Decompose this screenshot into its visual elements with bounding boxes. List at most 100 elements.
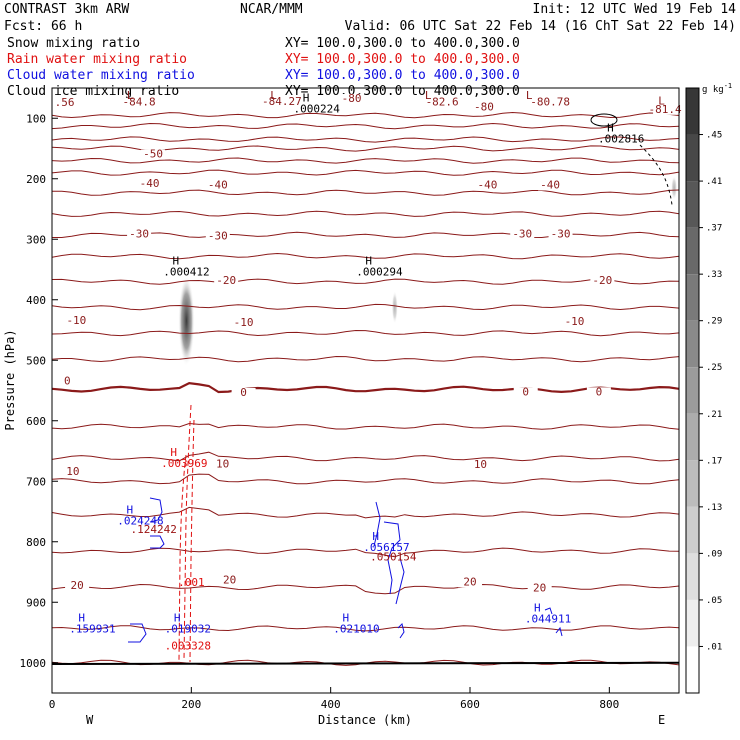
colorbar-level: .21 — [706, 410, 722, 420]
contour-label: -40 — [477, 178, 497, 191]
extremum-value: .024248 — [117, 514, 163, 527]
label-mask — [562, 317, 587, 328]
extremum-letter: H — [303, 91, 310, 104]
colorbar-level: .45 — [706, 131, 722, 141]
extremum-value: .159931 — [69, 623, 115, 636]
low-marker: L — [270, 89, 277, 102]
contour-label: 20 — [223, 573, 236, 586]
x-end-west: W — [86, 713, 94, 727]
colorbar-level: .17 — [706, 456, 722, 466]
temperature-contour — [52, 451, 679, 462]
label-mask — [214, 276, 239, 287]
field-xy: XY= 100.0,300.0 to 400.0,300.0 — [285, 84, 520, 99]
extremum-value: .003969 — [161, 457, 207, 470]
field-xy: XY= 100.0,300.0 to 400.0,300.0 — [285, 68, 520, 83]
surface-line — [52, 661, 679, 665]
y-tick-label: 400 — [26, 294, 46, 307]
contour-label: -40 — [208, 178, 228, 191]
colorbar-swatch — [686, 460, 699, 507]
extrema-markers: H.000224H.002816H.000412H.000294H.003969… — [69, 91, 644, 652]
contour-label: 0 — [522, 385, 529, 398]
colorbar-swatch — [686, 413, 699, 461]
model-title: CONTRAST 3km ARW — [4, 2, 129, 17]
extremum-letter: H — [372, 530, 379, 543]
x-tick-label: 800 — [599, 698, 619, 711]
contour-label: -20 — [216, 274, 236, 287]
extremum-value: .044911 — [525, 612, 571, 625]
extremum-value: .002816 — [598, 133, 644, 146]
colorbar-swatch — [686, 646, 699, 693]
temperature-contour — [52, 278, 679, 285]
label-mask — [141, 149, 166, 160]
contour-label: -30 — [129, 227, 149, 240]
colorbar-level: .33 — [706, 270, 722, 280]
x-tick-label: 400 — [321, 698, 341, 711]
extremum-value: .003328 — [165, 640, 211, 653]
extremum-value: .019032 — [165, 623, 211, 636]
temperature-contours — [52, 111, 679, 666]
x-axis: 0 200 400 600 800 — [49, 687, 619, 711]
colorbar-swatch — [686, 320, 699, 368]
label-mask — [586, 387, 611, 398]
label-mask — [269, 96, 294, 107]
temperature-contour — [52, 136, 679, 143]
label-mask — [471, 102, 496, 113]
colorbar-swatch — [686, 134, 699, 182]
extremum-letter: H — [534, 601, 541, 614]
field-name: Cloud water mixing ratio — [7, 68, 195, 83]
temperature-contour — [52, 355, 679, 363]
snow-shade — [178, 275, 195, 367]
label-mask — [510, 229, 535, 240]
y-tick-label: 800 — [26, 536, 46, 549]
extremum-letter: H — [607, 122, 614, 135]
temperature-contour — [52, 547, 679, 558]
field-list: Snow mixing ratio XY= 100.0,300.0 to 400.… — [7, 36, 520, 99]
x-tick-label: 0 — [49, 698, 56, 711]
colorbar-level: .25 — [706, 363, 722, 373]
contour-label: -10 — [66, 314, 86, 327]
colorbar-swatch — [686, 553, 699, 600]
contour-label: 20 — [533, 581, 546, 594]
temperature-contour — [52, 189, 679, 196]
extremum-value: .000294 — [356, 266, 403, 279]
x-tick-label: 200 — [181, 698, 201, 711]
org-label: NCAR/MMM — [240, 2, 303, 17]
contour-label: -30 — [512, 227, 532, 240]
label-mask — [231, 387, 256, 398]
x-tick-label: 600 — [460, 698, 480, 711]
rain-water-contours — [178, 404, 195, 663]
temperature-contour — [52, 122, 679, 130]
temperature-contour — [52, 583, 679, 595]
label-mask — [127, 229, 152, 240]
y-axis-label: Pressure (hPa) — [3, 329, 17, 430]
label-mask — [205, 231, 230, 242]
label-mask — [653, 104, 678, 115]
colorbar-level: .13 — [706, 503, 722, 513]
extremum-letter: H — [126, 503, 133, 516]
contour-label: -30 — [551, 227, 571, 240]
temperature-contour — [52, 111, 679, 119]
colorbar-level: .37 — [706, 224, 722, 234]
colorbar-swatch — [686, 181, 699, 228]
snow-shading — [178, 175, 678, 367]
temperature-contour — [52, 303, 679, 311]
label-mask — [65, 580, 90, 591]
label-mask — [339, 93, 364, 104]
contour-label: 0 — [596, 385, 603, 398]
cloud-water-contours — [128, 497, 563, 643]
colorbar-unit: g kg-1 — [702, 82, 732, 95]
contour-label: -84.27 — [262, 95, 302, 108]
extremum-letter: H — [170, 446, 177, 459]
y-axis: 100 200 300 400 500 600 700 800 900 1000 — [20, 112, 58, 670]
label-mask — [205, 180, 230, 191]
colorbar-level: .29 — [706, 317, 722, 327]
label-mask — [52, 98, 77, 109]
y-tick-label: 700 — [26, 475, 46, 488]
colorbar: g kg-1 .45 .41 .37 .33 .29 .25 .21 .17 .13 .09 .05… — [685, 82, 732, 694]
temperature-contour — [52, 157, 679, 164]
field-xy: XY= 100.0,300.0 to 400.0,300.0 — [285, 52, 520, 67]
y-tick-label: 300 — [26, 233, 46, 246]
field-name: Rain water mixing ratio — [7, 52, 187, 67]
